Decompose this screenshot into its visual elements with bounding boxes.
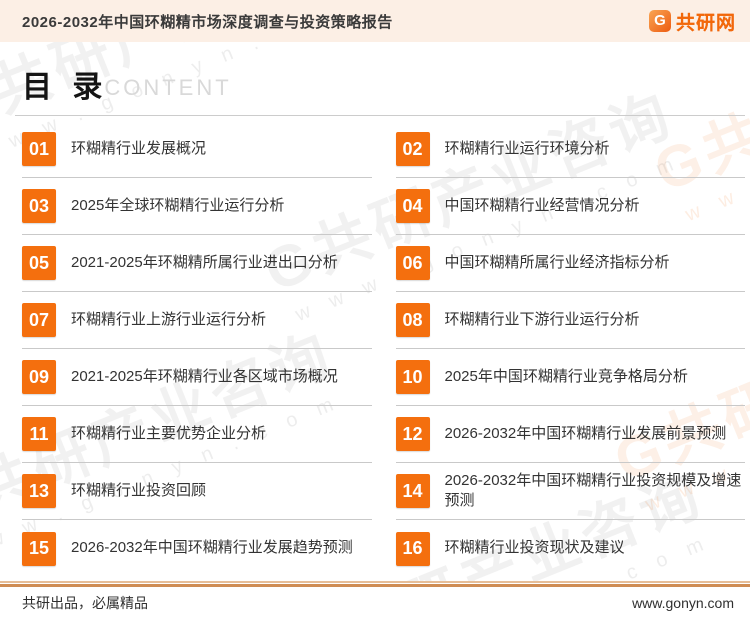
report-title: 2026-2032年中国环糊精市场深度调查与投资策略报告: [22, 13, 393, 31]
toc-item-number-badge: 14: [395, 474, 430, 508]
toc-item-09[interactable]: 09 2021-2025年环糊精行业各区域市场概况: [22, 349, 372, 406]
toc-item-label: 环糊精行业发展概况: [71, 139, 207, 157]
toc-item-label: 2021-2025年环糊精所属行业进出口分析: [71, 253, 338, 271]
toc-heading-divider: [15, 115, 745, 116]
toc-item-02[interactable]: 02 环糊精行业运行环境分析: [395, 121, 745, 178]
toc-item-10[interactable]: 10 2025年中国环糊精行业竞争格局分析: [395, 349, 745, 406]
footer-site-link[interactable]: www.gonyn.com: [632, 595, 734, 611]
footer-divider-dark: [0, 584, 750, 587]
toc-item-15[interactable]: 15 2026-2032年中国环糊精行业发展趋势预测: [22, 520, 372, 577]
toc-item-13[interactable]: 13 环糊精行业投资回顾: [22, 463, 372, 520]
toc-item-number-badge: 01: [22, 132, 56, 166]
toc-item-07[interactable]: 07 环糊精行业上游行业运行分析: [22, 292, 372, 349]
toc-item-number-badge: 13: [22, 474, 56, 508]
toc-title-cn: 目 录: [22, 71, 109, 104]
footer-divider-light: [0, 581, 750, 583]
toc-item-label: 2026-2032年中国环糊精行业发展趋势预测: [71, 539, 353, 557]
toc-item-04[interactable]: 04 中国环糊精行业经营情况分析: [395, 178, 745, 235]
toc-list: 01 环糊精行业发展概况 02 环糊精行业运行环境分析 03 2025年全球环糊精行业运行…: [0, 116, 750, 577]
toc-item-16[interactable]: 16 环糊精行业投资现状及建议: [395, 520, 746, 577]
toc-item-label: 2026-2032年中国环糊精行业投资规模及增速预测: [444, 471, 742, 509]
toc-item-number-badge: 06: [395, 246, 430, 280]
brand-logo-icon: G: [648, 10, 671, 32]
toc-item-number-badge: 05: [22, 246, 56, 280]
toc-item-11[interactable]: 11 环糊精行业主要优势企业分析: [22, 406, 372, 463]
toc-item-number-badge: 11: [22, 417, 56, 451]
footer-bar: 共研出品，必属精品 www.gonyn.com: [0, 587, 750, 622]
top-bar: 2026-2032年中国环糊精市场深度调查与投资策略报告 G 共研网: [0, 0, 750, 42]
toc-item-label: 环糊精行业下游行业运行分析: [444, 310, 640, 328]
toc-header: 目 录CONTENT: [0, 42, 750, 116]
toc-item-number-badge: 10: [395, 360, 430, 394]
toc-item-03[interactable]: 03 2025年全球环糊精行业运行分析: [22, 178, 372, 235]
toc-item-number-badge: 09: [22, 360, 56, 394]
toc-item-label: 中国环糊精行业经营情况分析: [444, 196, 640, 214]
toc-title-en: CONTENT: [104, 75, 232, 100]
toc-item-label: 2021-2025年环糊精行业各区域市场概况: [71, 367, 338, 385]
brand-logo-text: 共研网: [676, 8, 736, 35]
toc-item-label: 环糊精行业主要优势企业分析: [71, 424, 267, 442]
toc-item-number-badge: 12: [395, 417, 430, 451]
toc-item-label: 环糊精行业运行环境分析: [444, 139, 610, 157]
toc-item-number-badge: 07: [22, 303, 56, 337]
toc-item-number-badge: 02: [395, 132, 430, 166]
toc-item-08[interactable]: 08 环糊精行业下游行业运行分析: [395, 292, 745, 349]
toc-item-number-badge: 04: [395, 189, 430, 223]
toc-item-06[interactable]: 06 中国环糊精所属行业经济指标分析: [395, 235, 745, 292]
toc-item-label: 2026-2032年中国环糊精行业发展前景预测: [444, 424, 727, 442]
brand-logo: G 共研网: [648, 8, 736, 35]
toc-item-label: 中国环糊精所属行业经济指标分析: [444, 253, 670, 271]
toc-item-label: 2025年全球环糊精行业运行分析: [71, 196, 285, 214]
toc-item-label: 环糊精行业上游行业运行分析: [71, 310, 267, 328]
toc-item-label: 环糊精行业投资现状及建议: [444, 539, 625, 557]
footer-slogan: 共研出品，必属精品: [22, 595, 148, 611]
toc-item-number-badge: 03: [22, 189, 56, 223]
toc-item-number-badge: 16: [395, 531, 430, 566]
toc-item-label: 环糊精行业投资回顾: [71, 481, 207, 499]
toc-item-label: 2025年中国环糊精行业竞争格局分析: [444, 367, 688, 385]
footer: 共研出品，必属精品 www.gonyn.com: [0, 581, 750, 622]
toc-item-12[interactable]: 12 2026-2032年中国环糊精行业发展前景预测: [395, 406, 745, 463]
toc-item-number-badge: 15: [22, 531, 56, 566]
toc-item-14[interactable]: 14 2026-2032年中国环糊精行业投资规模及增速预测: [395, 463, 745, 520]
toc-item-number-badge: 08: [395, 303, 430, 337]
toc-item-05[interactable]: 05 2021-2025年环糊精所属行业进出口分析: [22, 235, 372, 292]
toc-item-01[interactable]: 01 环糊精行业发展概况: [22, 121, 372, 178]
